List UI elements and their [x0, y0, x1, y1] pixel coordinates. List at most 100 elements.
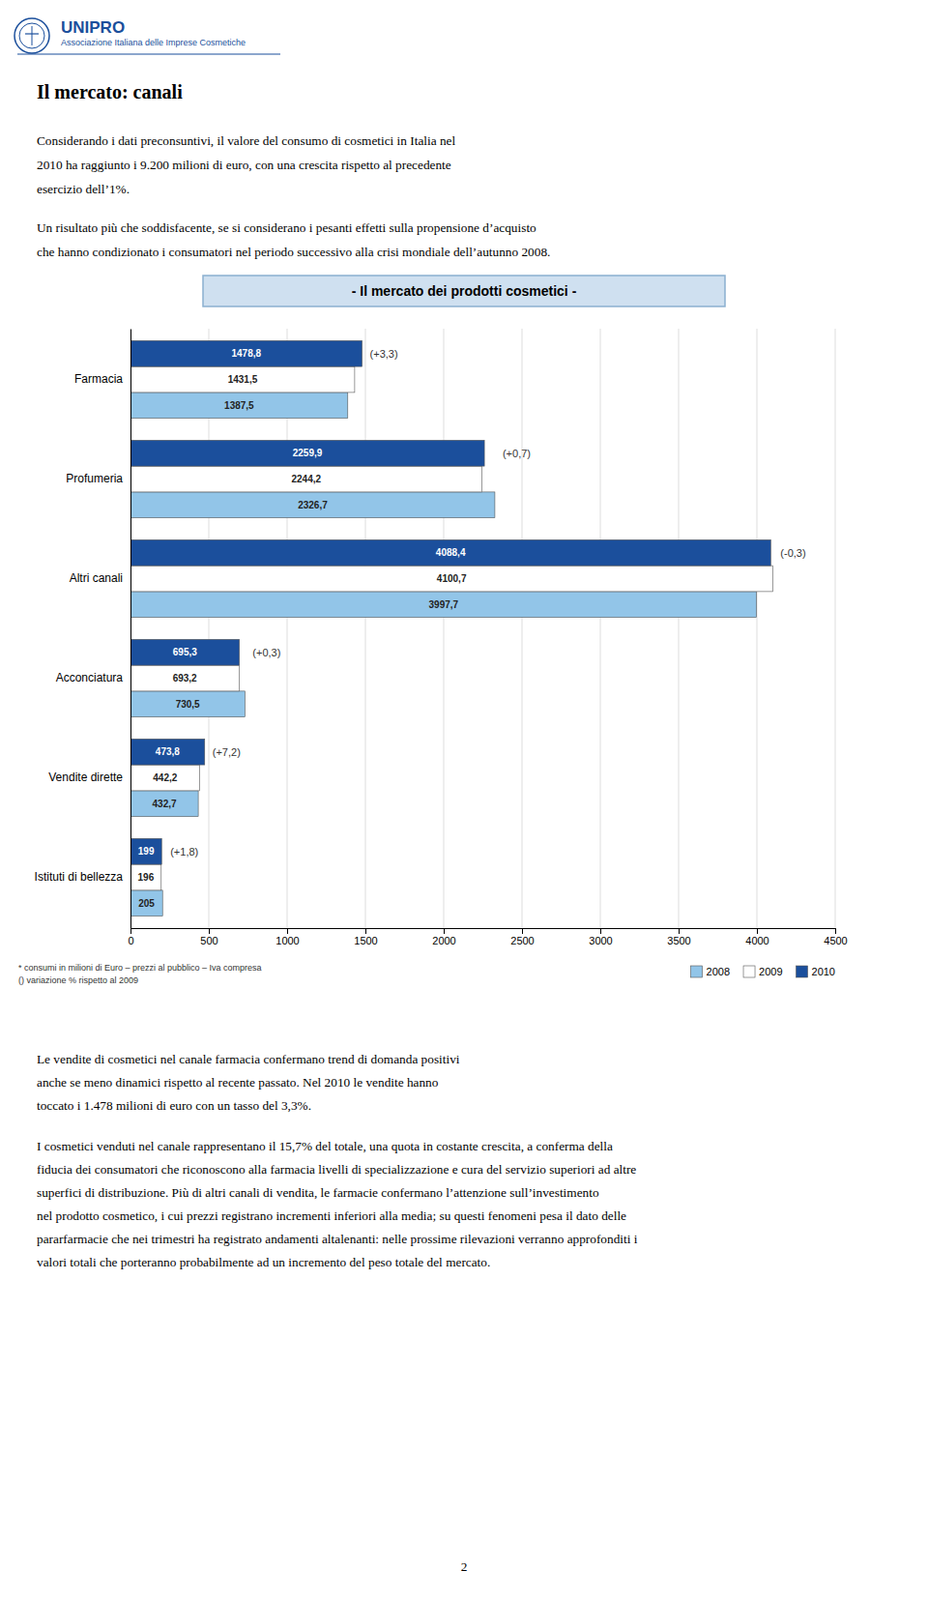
data-label: 199 [138, 845, 155, 857]
legend-swatch [796, 965, 809, 978]
paragraph: Le vendite di cosmetici nel canale farma… [36, 1051, 461, 1113]
grid-line [208, 328, 210, 928]
bar-series [130, 366, 773, 891]
x-tick-mark [522, 928, 523, 934]
paragraph-line: esercizio dell’1%. [36, 181, 130, 197]
x-tick: 4500 [823, 928, 847, 947]
bar [130, 565, 773, 592]
legend-label: 2010 [812, 965, 836, 978]
bar [130, 439, 485, 466]
grid-line [443, 328, 445, 928]
x-tick: 2000 [432, 928, 456, 947]
logo-ring [14, 18, 50, 54]
data-label: 1478,8 [231, 348, 261, 359]
paragraph: Un risultato più che soddisfacente, se s… [36, 220, 551, 260]
grid-line [678, 328, 680, 928]
bar [130, 492, 495, 519]
x-tick-label: 2500 [510, 934, 534, 947]
y-tick-label: Profumeria [65, 471, 123, 486]
x-tick-label: 0 [127, 934, 134, 947]
header-title: Il mercato: canali [36, 81, 183, 103]
grid-line [287, 328, 289, 928]
y-axis-line [130, 329, 132, 929]
x-tick-label: 3500 [667, 934, 691, 947]
bar-series [130, 340, 771, 865]
x-tick: 3000 [588, 928, 612, 947]
bar [130, 591, 757, 618]
bar [130, 539, 771, 566]
data-label: 442,2 [152, 772, 177, 783]
logo-subtitle: Associazione Italiana delle Imprese Cosm… [60, 37, 246, 48]
annotation: (+3,3) [370, 348, 399, 360]
bar [130, 864, 162, 891]
x-tick-label: 1000 [275, 934, 299, 947]
data-label: 1387,5 [224, 400, 255, 411]
legend: 2008 2009 2010 [691, 965, 836, 978]
data-label: 2259,9 [292, 447, 323, 459]
logo-line [31, 26, 33, 46]
x-tick: 0 [127, 928, 134, 947]
data-labels: 1387,52326,73997,7730,5432,72051431,5224… [138, 348, 467, 909]
x-tick: 1000 [275, 928, 299, 947]
bars [130, 340, 773, 916]
bar [130, 465, 483, 493]
paragraph-line: I cosmetici venduti nel canale rappresen… [36, 1138, 613, 1154]
bar [130, 691, 245, 718]
bar-series [130, 392, 757, 917]
annotation: (-0,3) [780, 547, 806, 559]
footnote: * consumi in milioni di Euro – prezzi al… [18, 962, 262, 986]
paragraph-line: Un risultato più che soddisfacente, se s… [36, 220, 537, 235]
x-tick-mark [678, 928, 680, 934]
y-tick-label: Istituti di bellezza [34, 870, 124, 884]
y-tick-label: Farmacia [74, 372, 123, 386]
grid-line [600, 328, 602, 928]
data-label: 473,8 [155, 746, 180, 757]
legend-swatch [743, 965, 755, 978]
x-tick: 3500 [667, 928, 691, 947]
bar [130, 665, 239, 692]
bar [130, 838, 162, 865]
footnote-line: * consumi in milioni di Euro – prezzi al… [18, 962, 262, 973]
bar [130, 392, 348, 419]
bar [130, 638, 240, 666]
x-tick: 500 [200, 928, 218, 947]
x-tick-label: 3000 [588, 934, 612, 947]
data-label: 4088,4 [435, 547, 466, 558]
paragraph-line: Le vendite di cosmetici nel canale farma… [36, 1051, 461, 1067]
x-tick-mark [835, 928, 837, 934]
x-axis-line [131, 928, 837, 935]
data-label: 4100,7 [436, 573, 467, 584]
bar [130, 738, 205, 765]
legend-label: 2008 [706, 965, 730, 978]
x-tick-mark [287, 928, 289, 934]
x-tick-mark [600, 928, 602, 934]
paragraph-line: anche se meno dinamici rispetto al recen… [36, 1074, 439, 1090]
legend-item: 2010 [796, 965, 836, 978]
logo: UNIPROAssociazione Italiana delle Impres… [14, 18, 246, 54]
paragraph-line: superfici di distribuzione. Più di altri… [36, 1185, 600, 1200]
y-tick: Altri canali [69, 571, 123, 585]
bar [130, 366, 355, 393]
x-tick-label: 2000 [432, 934, 456, 947]
grid-line [756, 328, 758, 928]
x-axis: 050010001500200025003000350040004500 [127, 928, 847, 947]
paragraph: Considerando i dati preconsuntivi, il va… [36, 133, 456, 197]
x-tick-mark [130, 928, 132, 934]
page-number: 2 [461, 1559, 468, 1574]
chart-title-box [203, 275, 725, 307]
logo-name: UNIPRO [60, 18, 125, 37]
annotations: (+3,3)(+0,7)(-0,3)(+0,3)(+7,2)(+1,8) [170, 348, 806, 858]
legend-item: 2008 [691, 965, 730, 978]
grid-line [835, 328, 837, 928]
y-tick: Profumeria [65, 471, 123, 486]
x-tick-label: 4000 [745, 934, 769, 947]
legend-item: 2009 [743, 965, 783, 978]
paragraph-line: valori totali che porteranno probabilmen… [36, 1254, 491, 1270]
y-axis: Farmacia Profumeria Altri canali Acconciatu… [34, 329, 132, 929]
data-label: 2326,7 [297, 499, 328, 511]
y-tick-label: Acconciatura [56, 670, 124, 685]
data-label: 3997,7 [429, 599, 460, 610]
grid [130, 328, 836, 928]
annotation: (+0,7) [502, 447, 531, 460]
legend-label: 2009 [758, 965, 783, 978]
